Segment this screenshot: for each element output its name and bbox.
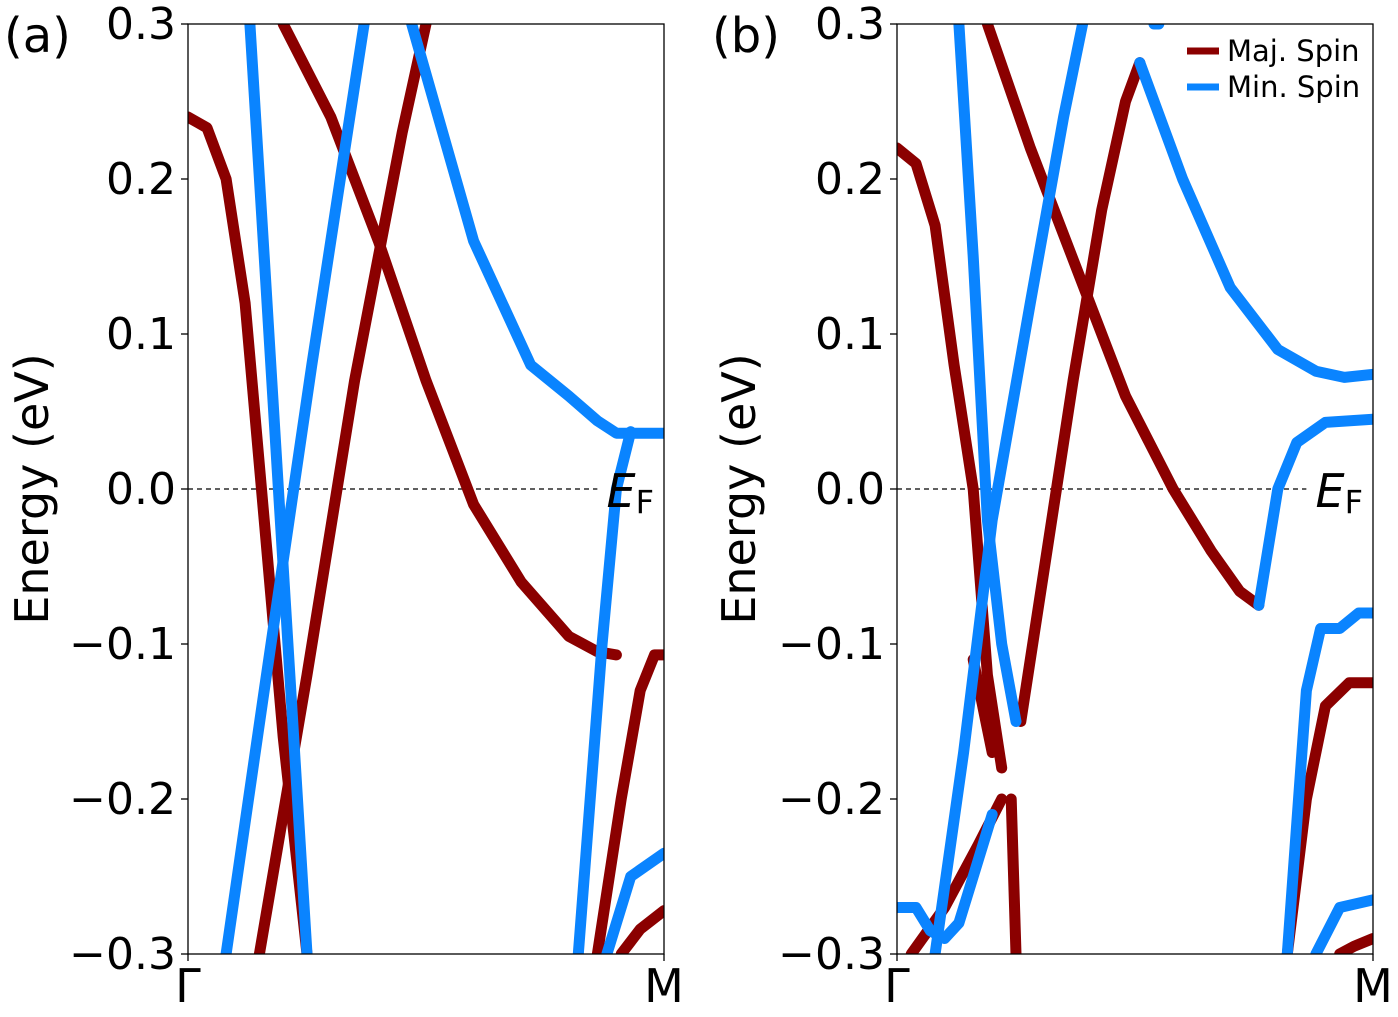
x-tick-label: Γ	[884, 959, 910, 1013]
minority-spin-band-6	[220, 24, 370, 954]
y-tick-label: −0.1	[69, 619, 176, 670]
y-tick-label: −0.3	[778, 929, 885, 980]
majority-spin-band-3	[591, 649, 664, 954]
y-tick-label: −0.3	[69, 929, 176, 980]
y-tick-label: 0.2	[815, 154, 885, 205]
panel-b: 0.3 0.2 0.1 0.0 −0.1 −0.2 −0.3Γ M Energy (eV) (b)…	[712, 0, 1393, 1013]
fermi-level-label: EF	[607, 464, 654, 521]
panel-a: 0.3 0.2 0.1 0.0 −0.1 −0.2 −0.3Γ M Energy (eV) (a)…	[4, 0, 684, 1013]
minority-spin-band-14	[1310, 894, 1373, 954]
legend-entry-label: Maj. Spin	[1227, 34, 1360, 68]
x-tick-label: M	[1353, 959, 1393, 1013]
y-tick-label: 0.0	[106, 464, 176, 515]
majority-spin-band-1	[277, 24, 622, 661]
y-tick-label: 0.3	[106, 0, 176, 50]
bands	[188, 24, 664, 954]
bands	[897, 24, 1373, 954]
panel-label: (b)	[712, 8, 780, 64]
minority-spin-band-12	[1281, 607, 1373, 954]
minority-spin-band-10	[1134, 57, 1373, 383]
legend-entry-label: Min. Spin	[1227, 70, 1360, 104]
y-tick-label: 0.0	[815, 464, 885, 515]
x-tick-label: M	[644, 959, 684, 1013]
y-tick-label: 0.1	[106, 309, 176, 360]
majority-spin-band-7	[1334, 933, 1373, 954]
fermi-level-label: EF	[1316, 464, 1363, 521]
x-tick-label: Γ	[175, 959, 201, 1013]
y-tick-label: −0.2	[69, 774, 176, 825]
majority-spin-band-2	[981, 24, 1265, 611]
panel-label: (a)	[4, 8, 71, 64]
minority-spin-band-8	[572, 426, 637, 954]
minority-spin-band-9	[929, 24, 1089, 954]
minority-spin-band-13	[897, 809, 998, 944]
minority-spin-band-9	[601, 847, 664, 954]
majority-spin-band-0	[897, 142, 1008, 774]
minority-spin-band-5	[244, 24, 313, 954]
y-axis-title: Energy (eV)	[712, 353, 766, 624]
y-tick-label: −0.2	[778, 774, 885, 825]
majority-spin-band-1	[1005, 793, 1022, 954]
y-tick-label: 0.1	[815, 309, 885, 360]
y-tick-label: 0.3	[815, 0, 885, 50]
minority-spin-band-7	[406, 24, 664, 439]
y-tick-label: 0.2	[106, 154, 176, 205]
majority-spin-band-4	[1015, 57, 1146, 727]
y-tick-label: −0.1	[778, 619, 885, 670]
majority-spin-band-0	[188, 111, 313, 954]
y-axis-title: Energy (eV)	[5, 353, 59, 624]
minority-spin-band-11	[1253, 413, 1373, 611]
majority-spin-band-4	[615, 905, 664, 954]
